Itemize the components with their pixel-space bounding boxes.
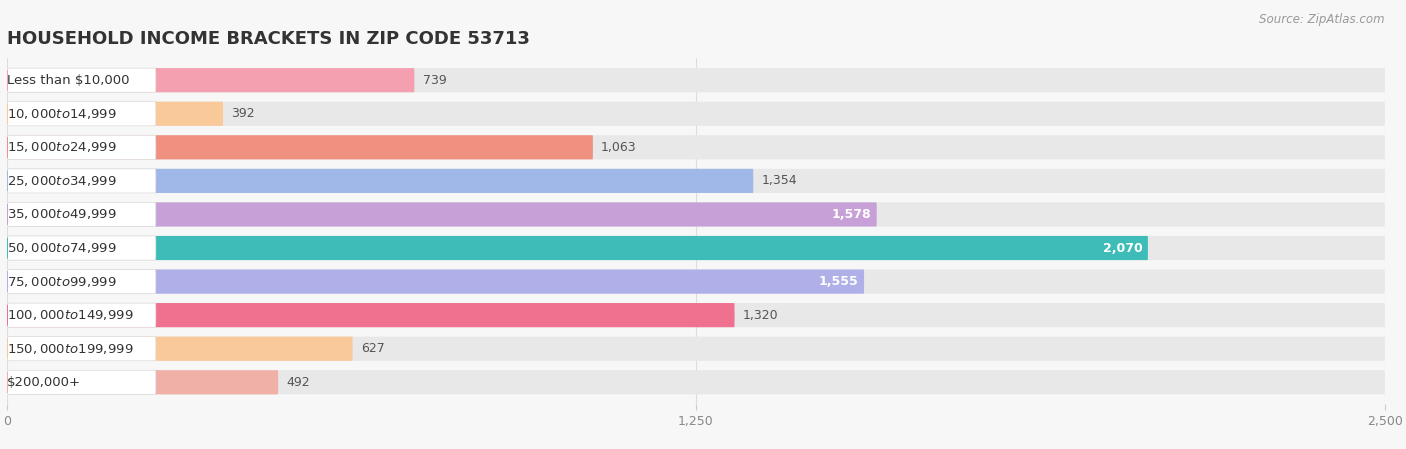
FancyBboxPatch shape — [7, 202, 156, 227]
FancyBboxPatch shape — [7, 169, 156, 193]
Text: $25,000 to $34,999: $25,000 to $34,999 — [7, 174, 117, 188]
FancyBboxPatch shape — [7, 202, 1385, 227]
Text: $50,000 to $74,999: $50,000 to $74,999 — [7, 241, 117, 255]
FancyBboxPatch shape — [7, 135, 593, 159]
FancyBboxPatch shape — [7, 135, 156, 159]
Text: 392: 392 — [232, 107, 254, 120]
Text: 1,354: 1,354 — [762, 174, 797, 187]
FancyBboxPatch shape — [7, 236, 1385, 260]
Text: $200,000+: $200,000+ — [7, 376, 82, 389]
Text: 1,320: 1,320 — [742, 308, 779, 321]
FancyBboxPatch shape — [7, 269, 156, 294]
FancyBboxPatch shape — [7, 303, 734, 327]
FancyBboxPatch shape — [7, 370, 1385, 394]
Text: Less than $10,000: Less than $10,000 — [7, 74, 129, 87]
FancyBboxPatch shape — [7, 68, 415, 92]
Text: 492: 492 — [287, 376, 311, 389]
FancyBboxPatch shape — [7, 68, 1385, 92]
Text: 1,063: 1,063 — [602, 141, 637, 154]
Text: Source: ZipAtlas.com: Source: ZipAtlas.com — [1260, 13, 1385, 26]
FancyBboxPatch shape — [7, 101, 156, 126]
FancyBboxPatch shape — [7, 169, 1385, 193]
FancyBboxPatch shape — [7, 269, 1385, 294]
FancyBboxPatch shape — [7, 370, 278, 394]
FancyBboxPatch shape — [7, 337, 156, 361]
Text: 739: 739 — [423, 74, 446, 87]
FancyBboxPatch shape — [7, 337, 353, 361]
FancyBboxPatch shape — [7, 337, 1385, 361]
FancyBboxPatch shape — [7, 303, 1385, 327]
FancyBboxPatch shape — [7, 303, 156, 327]
Text: 2,070: 2,070 — [1102, 242, 1143, 255]
Text: $150,000 to $199,999: $150,000 to $199,999 — [7, 342, 134, 356]
Text: 1,578: 1,578 — [831, 208, 872, 221]
FancyBboxPatch shape — [7, 135, 1385, 159]
FancyBboxPatch shape — [7, 169, 754, 193]
Text: $100,000 to $149,999: $100,000 to $149,999 — [7, 308, 134, 322]
Text: 1,555: 1,555 — [818, 275, 859, 288]
Text: HOUSEHOLD INCOME BRACKETS IN ZIP CODE 53713: HOUSEHOLD INCOME BRACKETS IN ZIP CODE 53… — [7, 31, 530, 48]
FancyBboxPatch shape — [7, 236, 1147, 260]
FancyBboxPatch shape — [7, 370, 156, 394]
Text: $35,000 to $49,999: $35,000 to $49,999 — [7, 207, 117, 221]
FancyBboxPatch shape — [7, 269, 865, 294]
FancyBboxPatch shape — [7, 68, 156, 92]
FancyBboxPatch shape — [7, 101, 224, 126]
Text: $15,000 to $24,999: $15,000 to $24,999 — [7, 141, 117, 154]
Text: 627: 627 — [361, 342, 385, 355]
Text: $75,000 to $99,999: $75,000 to $99,999 — [7, 275, 117, 289]
FancyBboxPatch shape — [7, 202, 877, 227]
FancyBboxPatch shape — [7, 101, 1385, 126]
Text: $10,000 to $14,999: $10,000 to $14,999 — [7, 107, 117, 121]
FancyBboxPatch shape — [7, 236, 156, 260]
